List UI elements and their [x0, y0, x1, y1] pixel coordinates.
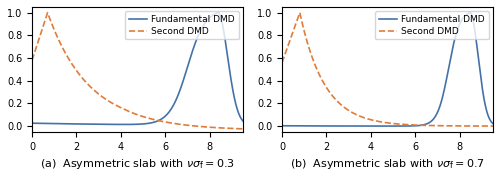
- Fundamental DMD: [196, 34, 202, 36]
- Second DMD: [196, 125, 202, 127]
- Line: Second DMD: Second DMD: [282, 13, 493, 126]
- Second DMD: [376, 121, 382, 123]
- Second DMD: [29, 59, 35, 61]
- Legend: Fundamental DMD, Second DMD: Fundamental DMD, Second DMD: [375, 11, 488, 39]
- Second DMD: [240, 128, 246, 130]
- Second DMD: [446, 125, 452, 127]
- Fundamental DMD: [132, 123, 138, 125]
- Fundamental DMD: [490, 123, 496, 125]
- Fundamental DMD: [290, 125, 296, 127]
- Fundamental DMD: [234, 108, 240, 110]
- Second DMD: [234, 128, 240, 130]
- Fundamental DMD: [279, 125, 285, 127]
- Fundamental DMD: [484, 111, 490, 113]
- Second DMD: [40, 26, 46, 28]
- Second DMD: [279, 61, 285, 64]
- Fundamental DMD: [215, 12, 221, 14]
- Fundamental DMD: [29, 122, 35, 124]
- Fundamental DMD: [40, 122, 46, 124]
- Fundamental DMD: [240, 120, 246, 122]
- X-axis label: (b)  Asymmetric slab with $\nu\sigma_\mathrm{f} = 0.7$: (b) Asymmetric slab with $\nu\sigma_\mat…: [290, 157, 484, 171]
- Second DMD: [297, 12, 303, 14]
- Legend: Fundamental DMD, Second DMD: Fundamental DMD, Second DMD: [125, 11, 238, 39]
- Second DMD: [490, 125, 496, 127]
- X-axis label: (a)  Asymmetric slab with $\nu\sigma_\mathrm{f} = 0.3$: (a) Asymmetric slab with $\nu\sigma_\mat…: [40, 157, 235, 171]
- Fundamental DMD: [121, 123, 127, 125]
- Fundamental DMD: [446, 69, 452, 71]
- Second DMD: [234, 128, 240, 130]
- Second DMD: [126, 111, 132, 113]
- Fundamental DMD: [388, 125, 394, 127]
- Fundamental DMD: [126, 123, 132, 125]
- Line: Fundamental DMD: Fundamental DMD: [282, 13, 493, 126]
- Fundamental DMD: [376, 125, 382, 127]
- Second DMD: [484, 125, 490, 127]
- Fundamental DMD: [467, 12, 473, 14]
- Second DMD: [44, 12, 51, 14]
- Second DMD: [132, 113, 138, 115]
- Second DMD: [484, 125, 490, 127]
- Line: Second DMD: Second DMD: [32, 13, 243, 129]
- Second DMD: [290, 31, 296, 33]
- Second DMD: [382, 121, 388, 124]
- Fundamental DMD: [484, 112, 490, 114]
- Fundamental DMD: [234, 108, 240, 110]
- Line: Fundamental DMD: Fundamental DMD: [32, 13, 243, 124]
- Fundamental DMD: [382, 125, 388, 127]
